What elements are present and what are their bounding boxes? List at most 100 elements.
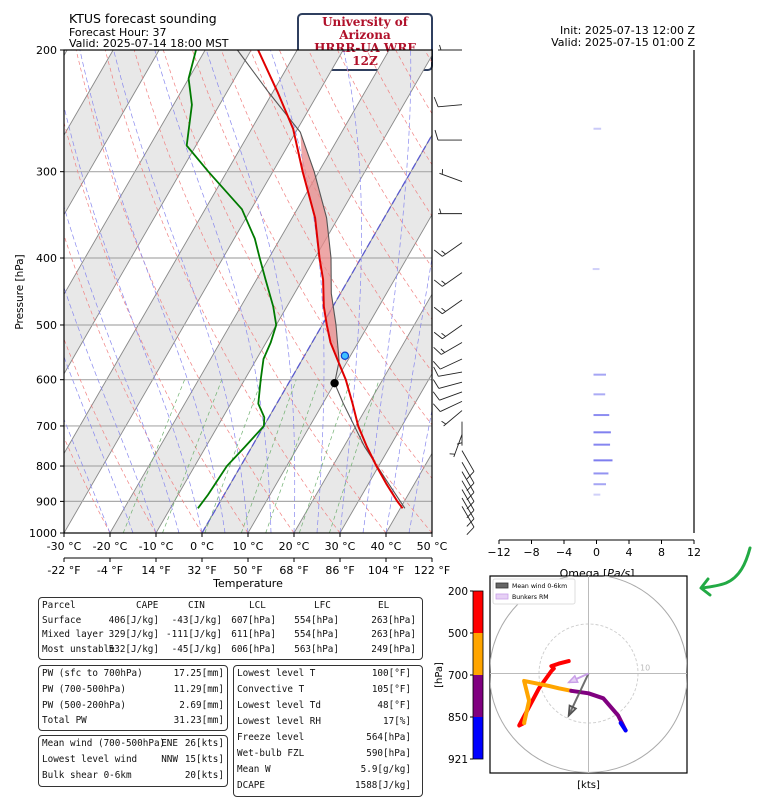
- moist-adiabat: [64, 105, 203, 533]
- thermodynamic-table: Lowest level T 100[°F] Convective T 105[°F]…: [233, 665, 423, 797]
- wind-table-row: Lowest level wind NNW 15[kts]: [42, 752, 224, 768]
- dry-adiabat: [424, 50, 432, 64]
- wind-barb: [433, 299, 463, 315]
- table-cell: 20[kts]: [184, 770, 224, 781]
- table-cell: 100[°F]: [371, 668, 411, 679]
- wind-table-row: Mean wind (700-500hPa) ENE 26[kts]: [42, 736, 224, 752]
- moist-adiabat: [408, 408, 432, 533]
- table-cell: 607[hPa]: [231, 614, 276, 626]
- omega-bar: [593, 493, 601, 496]
- wind-barb: [461, 462, 475, 491]
- dry-adiabat: [220, 50, 432, 426]
- wind-barb: [438, 208, 462, 215]
- mean-wind-arrow: [567, 673, 590, 717]
- table-cell: 31.23[mm]: [173, 715, 224, 727]
- legend-label-mean-wind: Mean wind 0-6km: [512, 583, 567, 590]
- wind-table-row: Bulk shear 0-6km 20[kts]: [42, 768, 224, 784]
- barb-shaft: [438, 104, 463, 108]
- colorbar-label: [hPa]: [434, 662, 445, 688]
- omega-bar: [593, 483, 606, 486]
- barb-shaft: [461, 471, 475, 493]
- table-cell: Freeze level: [237, 732, 305, 743]
- wind-barb: [456, 421, 463, 446]
- lcl-marker: [330, 378, 339, 388]
- moist-adiabat: [64, 205, 180, 533]
- table-cell: PW (500-200hPa): [42, 699, 126, 711]
- isotherm-line: [64, 50, 68, 57]
- omega-tick-label: 8: [658, 546, 665, 559]
- omega-panel: −12 −8 −4 0 4 8 12: [487, 50, 701, 559]
- y-tick-label: 200: [36, 44, 57, 57]
- table-cell: Total PW: [42, 715, 87, 727]
- isotherm-line: [64, 50, 252, 375]
- table-cell: Convective T: [237, 684, 305, 695]
- run-times: Init: 2025-07-13 12:00 Z Valid: 2025-07-…: [551, 25, 695, 49]
- isotherm-line: [64, 50, 344, 533]
- table-cell: 17[%]: [383, 716, 411, 727]
- wind-barb: [439, 169, 463, 182]
- wind-barb: [432, 358, 463, 370]
- barb-flag: [466, 492, 475, 501]
- x-tick-label-f: -4 °F: [97, 564, 123, 577]
- table-cell: Lowest level wind: [42, 754, 138, 765]
- barb-flag: [432, 403, 441, 412]
- table-cell: -45[J/kg]: [171, 643, 222, 655]
- temperature-profile: [257, 50, 404, 509]
- dry-adiabat: [75, 50, 295, 533]
- barb-shaft: [439, 172, 463, 182]
- y-tick-label: 600: [36, 374, 57, 387]
- skewt-profiles: [185, 50, 406, 509]
- x-tick-label-f: -22 °F: [47, 564, 80, 577]
- x-tick-label-c: -20 °C: [93, 540, 128, 553]
- pw-table-row: PW (sfc to 700hPa) 17.25[mm]: [42, 666, 224, 682]
- mixing-ratio-line: [298, 379, 352, 533]
- barb-shaft: [438, 371, 463, 377]
- thermo-table-row: Mean W 5.9[g/kg]: [237, 762, 419, 778]
- barb-half-flag: [439, 208, 442, 214]
- x-tick-label-f: 122 °F: [414, 564, 450, 577]
- dry-adiabat: [104, 50, 341, 533]
- table-cell: 11.29[mm]: [173, 683, 224, 695]
- table-cell: 329[J/kg]: [108, 629, 159, 640]
- cape-area: [300, 132, 340, 362]
- hodograph-legend: Mean wind 0-6km Bunkers RM: [492, 578, 576, 605]
- dry-adiabat: [64, 338, 157, 533]
- x-tick-label-c: 0 °C: [190, 540, 214, 553]
- omega-tick-label: −4: [556, 546, 572, 559]
- table-cell: 611[hPa]: [231, 629, 276, 640]
- skewt-figure: 200 300 400 500 600 700 800 900 1000-30 °C -20 °C…: [14, 44, 701, 590]
- y-tick-label: 800: [36, 460, 57, 473]
- isotherm-line: [431, 532, 432, 533]
- barb-flag: [432, 361, 441, 370]
- x-tick-label-c: 30 °C: [325, 540, 356, 553]
- table-cell: 532[J/kg]: [108, 643, 159, 655]
- table-cell: 249[hPa]: [371, 643, 416, 655]
- barb-shaft: [438, 381, 463, 389]
- table-cell: CAPE: [136, 600, 159, 611]
- wind-barb: [432, 391, 463, 401]
- omega-bar: [592, 268, 600, 271]
- pw-table-row: Total PW 31.23[mm]: [42, 713, 224, 729]
- barb-flag: [466, 471, 475, 480]
- omega-tick-label: 0: [593, 546, 600, 559]
- thermo-table-row: DCAPE 1588[J/kg]: [237, 778, 419, 794]
- barb-flag: [466, 518, 475, 527]
- sounding-title: KTUS forecast sounding: [69, 11, 217, 26]
- omega-tick-label: −12: [487, 546, 510, 559]
- omega-tick-label: 12: [687, 546, 701, 559]
- parcel-table-header: Parcel CAPE CIN LCL LFC EL: [42, 599, 422, 614]
- omega-bar: [593, 443, 611, 446]
- colorbar-segment: [473, 633, 483, 675]
- mixing-ratio-line: [265, 379, 320, 533]
- dry-adiabat: [162, 50, 432, 533]
- table-cell: Lowest level Td: [237, 700, 321, 711]
- dry-adiabat: [133, 50, 387, 533]
- x-tick-label-c: 40 °C: [371, 540, 402, 553]
- bunkers-rm-arrowhead: [566, 674, 579, 684]
- hodograph-x-label: [kts]: [577, 780, 600, 791]
- y-tick-label: 500: [36, 319, 57, 332]
- omega-tick-label: −8: [523, 546, 539, 559]
- barb-flag: [432, 379, 440, 389]
- legend-box: [492, 578, 576, 605]
- dry-adiabat: [279, 50, 432, 320]
